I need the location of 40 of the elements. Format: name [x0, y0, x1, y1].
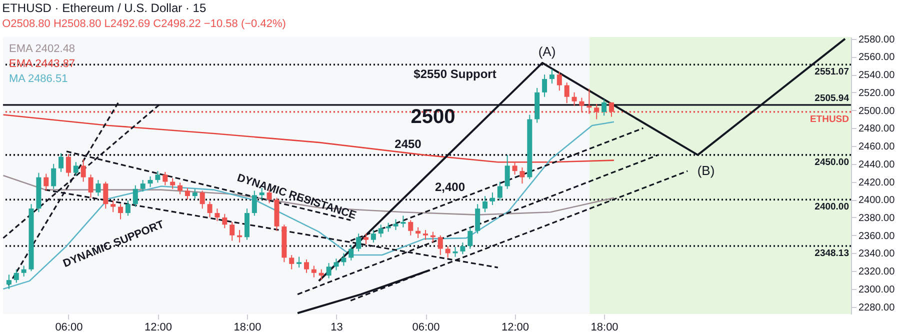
x-tick-label: 13	[330, 322, 343, 334]
y-tick-label: 2500.00	[858, 106, 896, 117]
y-tick-label: 2300.00	[858, 284, 896, 296]
y-tick-label: 2360.00	[858, 230, 896, 242]
annotation: 2,400	[434, 180, 466, 194]
y-tick-label: 2560.00	[858, 52, 896, 64]
y-tick-label: 2380.00	[858, 212, 896, 224]
y-tick-label: 2420.00	[858, 177, 896, 188]
ref-line-label: 2400.00	[814, 202, 849, 213]
y-tick-label: 2400.00	[858, 195, 896, 206]
annotation: (A)	[538, 44, 556, 59]
ref-line-label: 2505.94	[814, 92, 850, 104]
y-tick-label: 2340.00	[858, 248, 896, 260]
y-tick-label: 2580.00	[858, 34, 896, 46]
annotation: 2500	[410, 106, 456, 128]
y-tick-label: 2480.00	[858, 124, 896, 135]
ref-line-label: 2551.07	[814, 66, 849, 78]
ref-line-label: 2450.00	[814, 156, 849, 168]
chart-title: ETHUSD · Ethereum / U.S. Dollar · 15	[2, 0, 206, 15]
x-tick-label: 18:00	[234, 322, 262, 334]
x-tick-label: 06:00	[412, 322, 440, 334]
y-tick-label: 2320.00	[858, 266, 896, 278]
x-tick-label: 18:00	[590, 322, 618, 334]
annotation: (B)	[697, 163, 715, 178]
y-tick-label: 2280.00	[858, 302, 896, 314]
annotation: 2450	[394, 137, 422, 151]
chart-subtitle: O2508.80 H2508.80 L2492.69 C2498.22 −10.58 (−0.42%)	[2, 18, 286, 30]
x-tick-label: 12:00	[502, 322, 530, 334]
y-tick-label: 2540.00	[858, 70, 896, 82]
text: MA 2486.51	[9, 73, 68, 85]
y-tick-label: 2440.00	[858, 159, 896, 170]
ref-line-label: ETHUSD	[810, 114, 850, 125]
y-tick-label: 2460.00	[858, 142, 896, 153]
x-tick-label: 12:00	[144, 322, 172, 334]
y-tick-label: 2520.00	[858, 88, 896, 99]
annotation: $2550 Support	[414, 67, 496, 81]
x-tick-label: 06:00	[55, 322, 83, 334]
ref-line-label: 2348.13	[814, 248, 849, 259]
text: EMA 2402.48	[9, 43, 76, 55]
text: EMA 2443.87	[9, 58, 76, 70]
